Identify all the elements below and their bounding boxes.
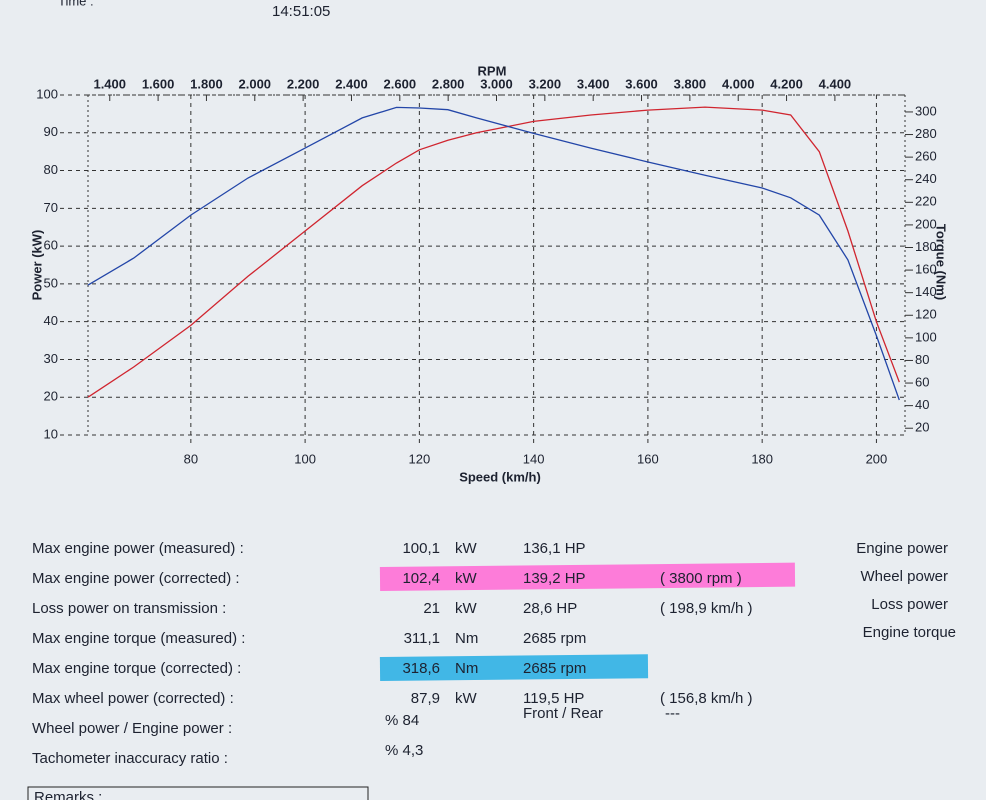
x2-tick-label: 4.200 <box>770 76 803 91</box>
y-tick-label: 100 <box>36 86 58 101</box>
remarks-box <box>27 786 369 800</box>
row-note: ( 156,8 km/h ) <box>660 690 753 707</box>
row-label: Max engine power (corrected) : <box>32 570 240 587</box>
row-second: 28,6 HP <box>523 600 577 617</box>
x-tick-label: 140 <box>523 451 545 466</box>
y2-tick-label: 180 <box>915 239 937 254</box>
time-label: Time : <box>58 0 94 8</box>
row-value: 21 <box>423 600 440 617</box>
y2-tick-label: 160 <box>915 262 937 277</box>
legend-entry: Engine torque <box>863 624 956 641</box>
x2-tick-label: 3.200 <box>529 76 562 91</box>
x-tick-label: 80 <box>184 451 198 466</box>
row-value: 100,1 <box>402 540 440 557</box>
row-value: 318,6 <box>402 660 440 677</box>
highlight <box>379 562 796 591</box>
row-unit: Nm <box>455 660 478 677</box>
x2-tick-label: 2.000 <box>239 76 272 91</box>
row-value: 311,1 <box>404 630 440 647</box>
x2-tick-label: 1.400 <box>93 76 126 91</box>
x2-tick-label: 2.600 <box>384 76 417 91</box>
x-label: Speed (km/h) <box>459 469 541 484</box>
row-label: Tachometer inaccuracy ratio : <box>32 750 228 767</box>
row-second: 2685 rpm <box>523 630 586 647</box>
x2-tick-label: 2.200 <box>287 76 320 91</box>
row-label: Max engine torque (corrected) : <box>32 660 241 677</box>
row-label: Wheel power / Engine power : <box>32 720 232 737</box>
y-tick-label: 20 <box>44 389 58 404</box>
x2-tick-label: 3.400 <box>577 76 610 91</box>
row-unit: kW <box>455 570 478 587</box>
row-value: % 84 <box>385 712 419 729</box>
y2-tick-label: 140 <box>915 284 937 299</box>
y2-tick-label: 300 <box>915 103 937 118</box>
legend-entry: Loss power <box>871 596 948 613</box>
y2-tick-label: 100 <box>915 329 937 344</box>
y2-tick-label: 220 <box>915 194 937 209</box>
row-value: 102,4 <box>402 570 440 587</box>
x-tick-label: 200 <box>866 451 888 466</box>
time: 14:51:05 <box>272 3 330 20</box>
y-tick-label: 90 <box>44 124 58 139</box>
row-second: 139,2 HP <box>523 570 586 587</box>
x2-tick-label: 2.800 <box>432 76 465 91</box>
row-second: 2685 rpm <box>523 660 586 677</box>
remarks: Remarks : <box>34 789 102 800</box>
y-label: Power (kW) <box>29 230 44 301</box>
x2-tick-label: 3.800 <box>674 76 707 91</box>
legend-entry: Wheel power <box>860 568 948 585</box>
y2-label: Torque (Nm) <box>934 224 949 300</box>
y2-tick-label: 120 <box>915 307 937 322</box>
y2-tick-label: 240 <box>915 171 937 186</box>
x2-tick-label: 2.400 <box>335 76 368 91</box>
y2-tick-label: 260 <box>915 149 937 164</box>
row-note: --- <box>665 705 680 722</box>
y-tick-label: 60 <box>44 238 58 253</box>
row-unit: Nm <box>455 630 478 647</box>
y-tick-label: 10 <box>44 426 58 441</box>
series-line <box>87 106 900 398</box>
x-tick-label: 180 <box>751 451 773 466</box>
x2-tick-label: 4.400 <box>819 76 852 91</box>
row-label: Max engine power (measured) : <box>32 540 244 557</box>
row-label: Max engine torque (measured) : <box>32 630 245 647</box>
y2-tick-label: 20 <box>915 420 929 435</box>
y2-tick-label: 60 <box>915 374 929 389</box>
y-tick-label: 80 <box>44 162 58 177</box>
row-note: ( 3800 rpm ) <box>660 570 742 587</box>
row-second: Front / Rear <box>523 705 603 722</box>
row-value: % 4,3 <box>385 742 423 759</box>
x2-tick-label: 3.000 <box>480 76 513 91</box>
row-value: 87,9 <box>411 690 440 707</box>
y-tick-label: 40 <box>44 313 58 328</box>
y2-tick-label: 80 <box>915 352 929 367</box>
y2-tick-label: 280 <box>915 126 937 141</box>
row-note: ( 198,9 km/h ) <box>660 600 753 617</box>
y2-tick-label: 40 <box>915 397 929 412</box>
y-tick-label: 30 <box>44 351 58 366</box>
y2-tick-label: 200 <box>915 216 937 231</box>
row-label: Loss power on transmission : <box>32 600 226 617</box>
x-tick-label: 160 <box>637 451 659 466</box>
row-unit: kW <box>455 690 478 707</box>
x-tick-label: 100 <box>294 451 316 466</box>
x2-tick-label: 3.600 <box>625 76 658 91</box>
x2-tick-label: 4.000 <box>722 76 755 91</box>
legend-entry: Engine power <box>856 540 948 557</box>
row-unit: kW <box>455 600 478 617</box>
y-tick-label: 70 <box>44 200 58 215</box>
row-label: Max wheel power (corrected) : <box>32 690 234 707</box>
row-second: 136,1 HP <box>523 540 586 557</box>
x2-label: RPM <box>478 63 507 78</box>
x2-tick-label: 1.600 <box>142 76 175 91</box>
series-line <box>87 106 900 401</box>
x-tick-label: 120 <box>409 451 431 466</box>
row-second: 119,5 HP <box>523 690 584 707</box>
y-tick-label: 50 <box>44 275 58 290</box>
x2-tick-label: 1.800 <box>190 76 223 91</box>
highlight <box>379 654 649 681</box>
row-unit: kW <box>455 540 478 557</box>
